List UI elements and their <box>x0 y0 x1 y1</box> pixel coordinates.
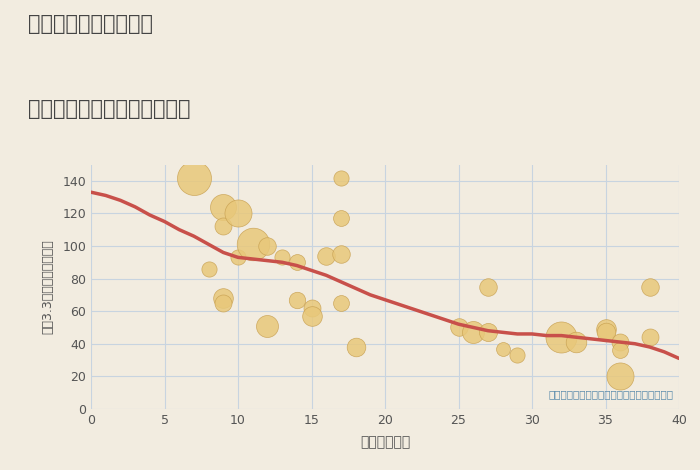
Point <box>556 333 567 341</box>
Point <box>306 304 317 312</box>
Point <box>644 333 655 341</box>
Point <box>512 352 523 359</box>
Point <box>600 325 611 333</box>
Point <box>262 242 273 250</box>
Point <box>291 296 302 304</box>
Point <box>482 329 493 336</box>
Y-axis label: 坪（3.3㎡）単価（万円）: 坪（3.3㎡）単価（万円） <box>41 239 54 334</box>
Point <box>262 322 273 329</box>
Point <box>335 251 346 258</box>
Point <box>306 312 317 320</box>
Point <box>218 223 229 230</box>
Text: 円の大きさは、取引のあった物件面積を示す: 円の大きさは、取引のあった物件面積を示す <box>548 389 673 399</box>
Point <box>335 299 346 307</box>
Point <box>335 174 346 181</box>
Point <box>600 329 611 336</box>
Point <box>350 343 361 351</box>
Point <box>218 299 229 307</box>
Point <box>497 345 508 352</box>
Point <box>232 254 244 261</box>
Point <box>644 283 655 290</box>
Point <box>218 203 229 211</box>
Text: 奈良県奈良市角振町の: 奈良県奈良市角振町の <box>28 14 153 34</box>
Point <box>291 258 302 266</box>
Point <box>615 338 626 346</box>
Point <box>203 265 214 273</box>
Point <box>453 324 464 331</box>
Point <box>570 338 582 346</box>
Point <box>615 373 626 380</box>
Point <box>482 283 493 290</box>
Point <box>218 294 229 302</box>
Point <box>468 329 479 336</box>
Point <box>335 214 346 222</box>
Point <box>232 210 244 217</box>
Text: 築年数別中古マンション価格: 築年数別中古マンション価格 <box>28 99 190 119</box>
Point <box>276 254 288 261</box>
X-axis label: 築年数（年）: 築年数（年） <box>360 435 410 449</box>
Point <box>247 241 258 248</box>
Point <box>615 346 626 354</box>
Point <box>188 174 199 181</box>
Point <box>321 252 332 259</box>
